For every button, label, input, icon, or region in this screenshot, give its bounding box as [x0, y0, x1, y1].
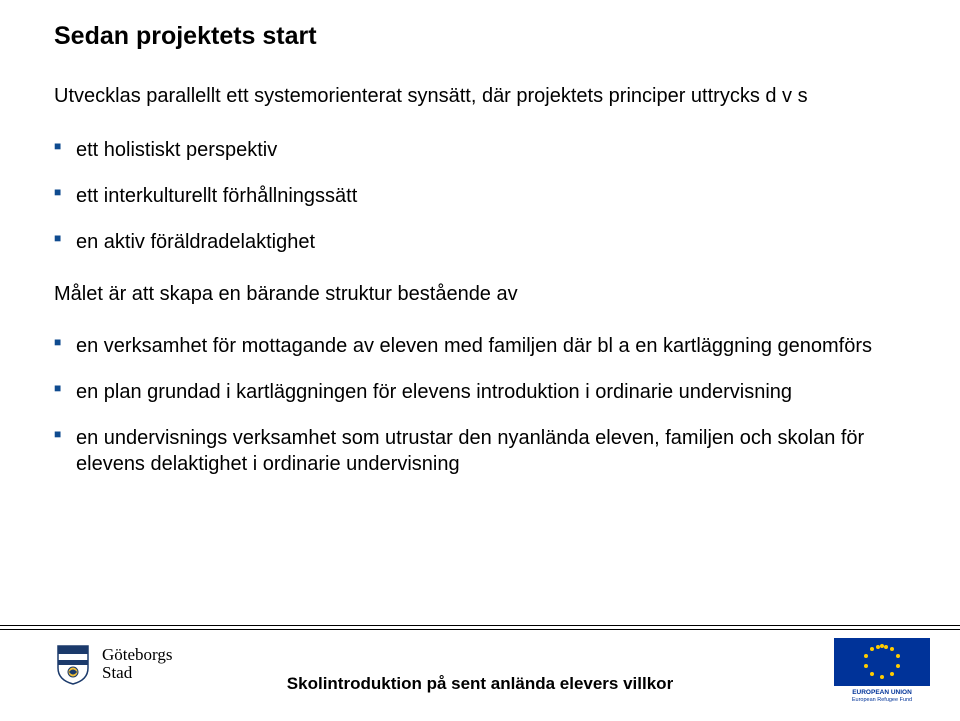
footer-inner: Göteborgs Stad Skolintroduktion på sent … — [0, 626, 960, 721]
list-item: en plan grundad i kartläggningen för ele… — [54, 379, 906, 405]
list-item: ett holistiskt perspektiv — [54, 137, 906, 163]
subheading: Målet är att skapa en bärande struktur b… — [54, 281, 906, 307]
footer-title: Skolintroduktion på sent anlända elevers… — [0, 674, 960, 694]
slide-content: Sedan projektets start Utvecklas paralle… — [0, 0, 960, 477]
intro-paragraph: Utvecklas parallellt ett systemorientera… — [54, 83, 906, 109]
eu-logo-line2: European Refugee Fund — [852, 697, 912, 703]
eu-flag-icon: EUROPEAN UNION European Refugee Fund — [834, 638, 930, 704]
eu-logo: EUROPEAN UNION European Refugee Fund — [834, 638, 930, 709]
bullet-list-top: ett holistiskt perspektiv ett interkultu… — [54, 137, 906, 255]
list-item: en aktiv föräldradelaktighet — [54, 229, 906, 255]
eu-logo-line1: EUROPEAN UNION — [852, 689, 912, 696]
list-item: ett interkulturellt förhållningssätt — [54, 183, 906, 209]
bullet-list-bottom: en verksamhet för mottagande av eleven m… — [54, 333, 906, 477]
page-title: Sedan projektets start — [54, 22, 906, 51]
list-item: en undervisnings verksamhet som utrustar… — [54, 425, 906, 477]
footer: Göteborgs Stad Skolintroduktion på sent … — [0, 625, 960, 721]
list-item: en verksamhet för mottagande av eleven m… — [54, 333, 906, 359]
